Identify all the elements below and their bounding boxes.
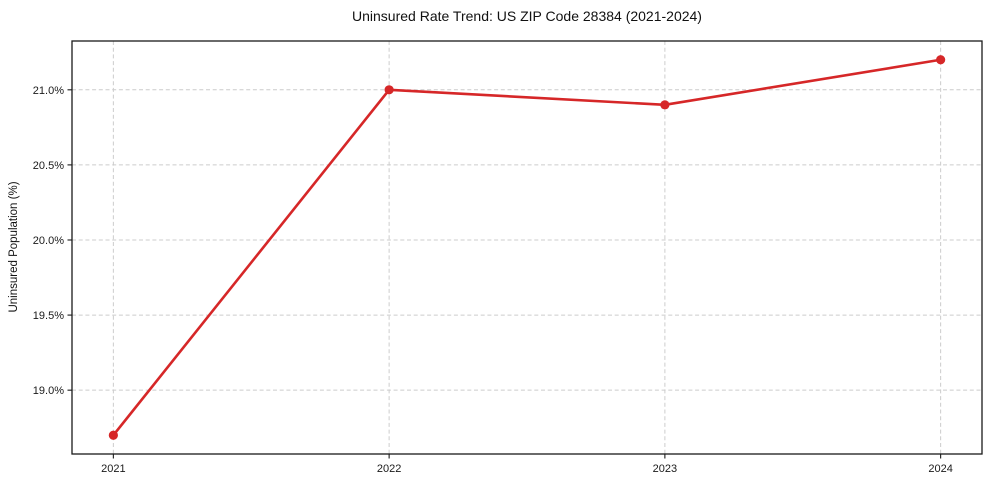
trend-line bbox=[112, 58, 942, 437]
data-point-marker bbox=[936, 55, 946, 65]
y-tick-label: 20.0% bbox=[33, 235, 64, 247]
y-tick-label: 21.0% bbox=[33, 85, 64, 97]
y-tick-label: 20.5% bbox=[33, 160, 64, 172]
plot-border bbox=[71, 40, 983, 455]
data-point-marker bbox=[660, 100, 670, 110]
x-tick-label: 2023 bbox=[653, 463, 677, 475]
chart-title: Uninsured Rate Trend: US ZIP Code 28384 … bbox=[352, 8, 702, 24]
x-tick-label: 2024 bbox=[928, 463, 952, 475]
x-tick-label: 2022 bbox=[377, 463, 401, 475]
y-tick-label: 19.0% bbox=[33, 385, 64, 397]
y-tick-label: 19.5% bbox=[33, 310, 64, 322]
data-point-marker bbox=[108, 430, 118, 440]
data-point-marker bbox=[384, 85, 394, 95]
x-tick-label: 2021 bbox=[101, 463, 125, 475]
